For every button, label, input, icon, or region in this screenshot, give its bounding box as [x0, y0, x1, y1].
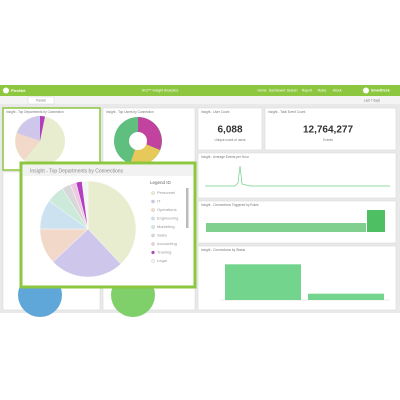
logo: FlexNet: [11, 88, 26, 93]
zoom-chart: Personnel IT Operations Engineering Marketin…: [39, 180, 178, 278]
legend-swatch[interactable]: [151, 250, 155, 255]
nav-item[interactable]: Search: [287, 89, 298, 93]
legend-swatch[interactable]: [151, 242, 155, 246]
panel-title: Insight - User Count: [201, 110, 229, 114]
bar: [308, 293, 384, 300]
legend-swatch[interactable]: [151, 259, 155, 263]
nav-item[interactable]: Dashboard: [269, 89, 286, 93]
legend-item[interactable]: Training: [157, 250, 171, 255]
pie-slice: [81, 180, 89, 230]
legend-item[interactable]: Personnel: [157, 190, 175, 195]
mini-pie-slice: [17, 116, 40, 141]
nav-item[interactable]: About: [333, 89, 342, 93]
legend-item[interactable]: Marketing: [157, 224, 175, 229]
panel-title: Insight - Top Users by Connection: [106, 110, 154, 114]
panel-title: Insight - Total Event Count: [268, 110, 305, 114]
legend-swatch[interactable]: [151, 208, 155, 212]
pie-slice: [52, 228, 122, 278]
toolbar-range[interactable]: Last 7 days: [364, 98, 381, 102]
status-chart: [220, 264, 390, 301]
brand-icon: [363, 87, 369, 94]
top-bar: [0, 85, 400, 96]
panel: [197, 152, 397, 199]
nav: Home Dashboard Search Report Rules About: [257, 89, 341, 93]
legend-swatch[interactable]: [151, 233, 155, 238]
panel-title: Insight - Top Departments by Connection: [6, 110, 64, 114]
nav-item[interactable]: Report: [302, 89, 312, 93]
panel: [197, 200, 397, 244]
panel: [264, 107, 397, 151]
line-trace: [205, 165, 390, 187]
pie-slice: [87, 180, 137, 265]
metric-value: 6,088: [217, 125, 242, 136]
legend-item[interactable]: Operations: [157, 207, 177, 212]
bar-band: [367, 210, 385, 232]
legend-item[interactable]: Accounting: [157, 241, 177, 246]
legend-item[interactable]: Engineering: [157, 216, 178, 221]
zoom-header: [23, 165, 193, 176]
brand: SmartDesk: [371, 89, 390, 93]
legend-item[interactable]: Legal: [157, 258, 167, 263]
panel-title: Insight - Connections by Status: [201, 248, 246, 252]
metric-label: Unique count of users: [214, 138, 245, 142]
metric-label: Events: [323, 138, 333, 142]
panel-title: Insight - Connections Triggered by Rules: [201, 203, 259, 207]
legend-swatch[interactable]: [151, 216, 155, 221]
metric-value: 12,764,277: [303, 125, 353, 136]
legend-swatch[interactable]: [151, 191, 155, 195]
donut-hole: [129, 132, 147, 150]
legend-title: Legend ID: [150, 180, 172, 185]
nav-item[interactable]: Home: [257, 89, 266, 93]
app-title: HCI™ Insight Analytics: [142, 89, 179, 93]
legend-item[interactable]: IT: [157, 199, 161, 204]
scrollbar: [186, 188, 189, 228]
legend-item[interactable]: Sales: [157, 233, 167, 238]
bar-band: [206, 223, 366, 232]
nav-item[interactable]: Rules: [318, 89, 327, 93]
tab-label[interactable]: Panels: [36, 99, 46, 103]
panel: [197, 107, 263, 151]
mini-pie-slice: [15, 133, 41, 160]
mini-pie-slice: [40, 115, 45, 141]
tab[interactable]: [27, 96, 55, 105]
tab-bar: [0, 96, 400, 104]
logo-icon: [3, 87, 9, 94]
zoom-title: Insight - Top Departments by Connections: [30, 168, 124, 174]
legend-swatch[interactable]: [151, 225, 155, 229]
panel-title: Insight - Average Events per Hour: [201, 155, 250, 159]
legend-swatch[interactable]: [151, 199, 155, 204]
bar: [225, 264, 301, 300]
